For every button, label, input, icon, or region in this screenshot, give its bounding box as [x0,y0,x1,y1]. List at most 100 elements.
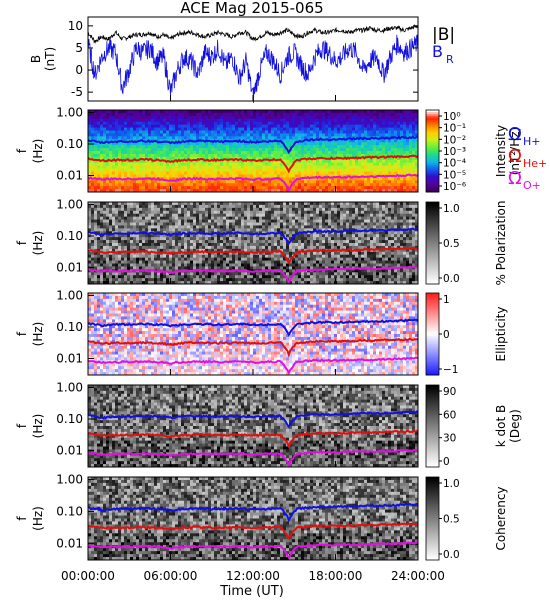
spectrogram-cell [271,240,275,244]
spectrogram-cell [349,183,353,187]
spectrogram-cell [139,225,143,229]
spectrogram-cell [382,142,386,146]
spectrogram-cell [226,213,230,218]
spectrogram-cell [298,168,302,172]
spectrogram-cell [262,189,266,193]
spectrogram-cell [100,127,104,131]
spectrogram-cell [256,245,260,250]
spectrogram-cell [115,151,119,155]
spectrogram-cell [169,174,173,178]
spectrogram-cell [259,142,263,146]
spectrogram-cell [151,216,155,220]
spectrogram-cell [112,165,116,169]
spectrogram-cell [253,136,257,140]
spectrogram-cell [277,142,281,146]
spectrogram-cell [97,228,101,232]
spectrogram-cell [121,112,125,117]
spectrogram-cell [316,180,320,184]
spectrogram-cell [151,165,155,169]
spectrogram-cell [382,177,386,181]
spectrogram-cell [229,180,233,184]
spectrogram-cell [217,260,221,264]
spectrogram-cell [118,189,122,193]
spectrogram-cell [208,243,212,247]
spectrogram-cell [115,225,119,229]
spectrogram-cell [259,207,263,212]
spectrogram-cell [196,225,200,229]
spectrogram-cell [409,115,413,120]
spectrogram-cell [253,243,257,247]
spectrogram-cell [193,148,197,152]
spectrogram-cell [130,183,134,187]
spectrogram-cell [322,168,326,172]
spectrogram-cell [235,112,239,117]
spectrogram-cell [130,145,134,149]
spectrogram-cell [241,281,245,285]
spectrogram-cell [211,257,215,261]
spectrogram-cell [358,151,362,155]
spectrogram-cell [376,142,380,146]
spectrogram-cell [193,156,197,161]
spectrogram-cell [283,127,287,131]
spectrogram-cell [223,145,227,149]
spectrogram-cell [328,168,332,172]
spectrogram-cell [343,121,347,126]
spectrogram-cell [217,266,221,270]
spectrogram-cell [244,204,248,209]
spectrogram-cell [277,133,281,137]
spectrogram-cell [130,189,134,193]
colorbar-cell [426,110,439,113]
spectrogram-cell [283,118,287,123]
spectrogram-cell [205,216,209,220]
spectrogram-cell [139,118,143,123]
spectrogram-cell [277,136,281,140]
spectrogram-cell [214,151,218,155]
spectrogram-cell [187,189,191,193]
spectrogram-cell [379,159,383,164]
spectrogram-cell [253,133,257,137]
spectrogram-cell [130,156,134,161]
spectrogram-cell [406,124,410,128]
spectrogram-cell [280,202,284,206]
spectrogram-cell [184,260,188,264]
spectrogram-cell [247,281,251,285]
spectrogram-cell [334,124,338,128]
spectrogram-cell [199,219,203,223]
spectrogram-cell [163,219,167,223]
spectrogram-cell [397,118,401,123]
spectrogram-cell [301,136,305,140]
spectrogram-cell [181,204,185,209]
spectrogram-cell [112,207,116,212]
spectrogram-cell [229,275,233,279]
spectrogram-cell [301,112,305,117]
spectrogram-cell [265,145,269,149]
spectrogram-cell [118,275,122,279]
spectrogram-cell [241,254,245,259]
spectrogram-cell [412,183,416,187]
spectrogram-cell [217,130,221,134]
spectrogram-cell [376,127,380,131]
spectrogram-cell [403,180,407,184]
spectrogram-cell [130,254,134,259]
spectrogram-cell [121,156,125,161]
spectrogram-cell [268,186,272,190]
spectrogram-cell [316,127,320,131]
spectrogram-cell [199,216,203,220]
spectrogram-cell [247,139,251,143]
spectrogram-cell [91,145,95,149]
spectrogram-cell [259,162,263,167]
spectrogram-cell [133,234,137,238]
spectrogram-cell [124,251,128,256]
spectrogram-cell [229,153,233,158]
spectrogram-cell [133,237,137,241]
spectrogram-cell [226,219,230,223]
spectrogram-cell [172,168,176,172]
spectrogram-cell [151,124,155,128]
spectrogram-cell [121,151,125,155]
spectrogram-cell [139,159,143,164]
spectrogram-cell [274,136,278,140]
spectrogram-cell [310,130,314,134]
spectrogram-cell [388,177,392,181]
spectrogram-cell [175,121,179,126]
